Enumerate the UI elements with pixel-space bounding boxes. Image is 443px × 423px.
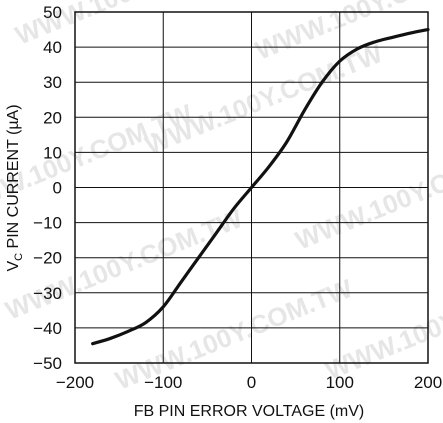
x-tick-label: −100 — [144, 373, 182, 392]
grid-layer — [75, 12, 428, 363]
y-tick-label: −40 — [33, 319, 62, 338]
y-axis-title: VC PIN CURRENT (µA) — [5, 104, 25, 271]
watermark-layer: WWW.100Y.COM.TWWWW.100Y.COM.TWWWW.100Y.C… — [0, 0, 443, 396]
y-tick-label: 50 — [43, 3, 62, 22]
y-tick-label: 10 — [43, 143, 62, 162]
plot-frame — [74, 11, 429, 364]
x-tick-label: −200 — [56, 373, 94, 392]
x-axis-title: FB PIN ERROR VOLTAGE (mV) — [134, 403, 365, 420]
watermark-text: WWW.100Y.COM.TW — [291, 133, 443, 256]
y-axis-title-rest: PIN CURRENT (µA) — [5, 104, 22, 252]
y-tick-label: 40 — [43, 38, 62, 57]
watermark-text: WWW.100Y.COM.TW — [0, 98, 197, 221]
y-tick-label: 0 — [53, 179, 62, 198]
x-tick-label: 100 — [326, 373, 354, 392]
y-tick-label: −50 — [33, 354, 62, 373]
series-layer — [91, 27, 430, 346]
y-tick-label: −10 — [33, 214, 62, 233]
y-tick-label: 20 — [43, 108, 62, 127]
tick-label-layer: −200 −100 0 100 20050403020100−10−20−30−40−5… — [33, 3, 442, 392]
vc-current-series-line — [91, 27, 430, 346]
y-tick-label: −30 — [33, 284, 62, 303]
y-axis-title-main: V — [5, 261, 22, 272]
x-tick-label: 200 — [414, 373, 442, 392]
y-axis-title-subscript: C — [13, 253, 25, 261]
y-tick-label: 30 — [43, 73, 62, 92]
axis-layer — [74, 11, 429, 364]
y-tick-label: −20 — [33, 249, 62, 268]
x-tick-label: 0 — [247, 373, 256, 392]
title-layer: FB PIN ERROR VOLTAGE (mV) VC PIN CURRENT… — [5, 104, 364, 420]
